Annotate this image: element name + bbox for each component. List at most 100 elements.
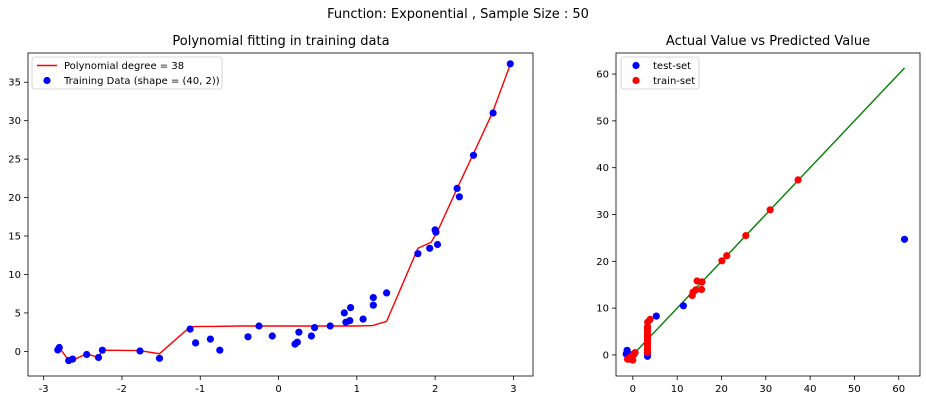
data-point xyxy=(295,328,303,336)
data-point xyxy=(900,235,909,243)
legend-label: train-set xyxy=(653,76,695,87)
series-line xyxy=(57,64,511,362)
data-point xyxy=(453,184,461,192)
y-tick-label: 20 xyxy=(8,193,21,204)
data-point xyxy=(307,332,315,340)
data-point xyxy=(369,301,377,309)
y-tick-label: 15 xyxy=(8,232,21,243)
data-point xyxy=(794,176,802,184)
axes-frame xyxy=(615,52,921,377)
plot-area: 0 10 20 30 40 50 60 0 10 20 30 40 50 60 xyxy=(596,52,921,395)
data-point xyxy=(369,294,377,302)
data-point xyxy=(340,309,348,317)
data-point xyxy=(136,347,144,355)
y-tick-label: 30 xyxy=(8,116,21,127)
data-point xyxy=(255,322,263,330)
legend-box xyxy=(620,56,700,90)
data-point xyxy=(629,356,637,364)
data-point xyxy=(55,343,63,352)
data-point xyxy=(98,346,106,354)
data-point xyxy=(268,332,276,340)
data-point xyxy=(69,355,77,363)
x-tick-label: 0 xyxy=(275,384,281,395)
legend-swatch xyxy=(632,61,640,70)
data-point xyxy=(433,240,442,249)
data-point xyxy=(646,315,654,323)
x-tick-label: 0 xyxy=(630,384,636,395)
y-tick-label: 30 xyxy=(596,210,609,221)
data-point xyxy=(469,151,478,159)
data-point xyxy=(766,206,774,214)
legend: Polynomial degree = 38 Training Data (sha… xyxy=(31,56,223,90)
data-point xyxy=(742,232,750,240)
x-tick-label: 50 xyxy=(848,384,861,395)
x-tick-label: 30 xyxy=(759,384,772,395)
legend: test-set train-set xyxy=(620,56,700,90)
axes-frame xyxy=(27,52,534,377)
data-point xyxy=(359,315,367,323)
legend-label: Polynomial degree = 38 xyxy=(64,61,184,72)
data-point xyxy=(347,304,355,312)
data-point xyxy=(326,322,334,330)
data-point xyxy=(155,354,164,362)
y-tick-label: 60 xyxy=(596,70,609,81)
y-tick-label: 50 xyxy=(596,116,609,127)
figure-suptitle: Function: Exponential , Sample Size : 50 xyxy=(327,7,589,22)
x-tick-label: 40 xyxy=(804,384,817,395)
chart-title: Polynomial fitting in training data xyxy=(172,34,389,49)
actual-vs-predicted-chart: Actual Value vs Predicted Value 0 10 20 30 4… xyxy=(596,34,921,395)
x-tick-label: 1 xyxy=(354,384,360,395)
reference-line xyxy=(627,67,905,362)
x-tick-label: 60 xyxy=(892,384,905,395)
legend-label: test-set xyxy=(653,61,691,72)
data-point xyxy=(506,60,514,68)
data-point xyxy=(432,228,440,236)
y-tick-label: 25 xyxy=(8,155,21,166)
x-tick-label: -1 xyxy=(195,384,205,395)
data-point xyxy=(216,346,224,354)
data-point xyxy=(293,338,301,346)
x-tick-label: 2 xyxy=(432,384,438,395)
data-point xyxy=(311,324,319,332)
data-point xyxy=(244,333,252,341)
x-tick-label: 20 xyxy=(715,384,728,395)
data-point xyxy=(652,312,660,320)
legend-box xyxy=(31,56,223,90)
legend-swatch xyxy=(632,76,640,85)
y-tick-label: 40 xyxy=(596,163,609,174)
legend-label: Training Data (shape = (40, 2)) xyxy=(63,76,220,87)
data-point xyxy=(718,257,726,265)
x-tick-label: 3 xyxy=(510,384,516,395)
data-point xyxy=(723,252,731,260)
data-point xyxy=(697,285,706,293)
y-tick-label: 10 xyxy=(8,270,21,281)
legend-swatch xyxy=(43,76,51,85)
data-point xyxy=(489,109,497,117)
x-tick-label: -3 xyxy=(39,384,49,395)
data-point xyxy=(455,193,463,201)
chart-title: Actual Value vs Predicted Value xyxy=(666,34,870,49)
data-point xyxy=(186,325,194,333)
data-point xyxy=(631,349,639,357)
y-tick-label: 5 xyxy=(15,308,21,319)
y-tick-label: 10 xyxy=(596,304,609,315)
x-tick-label: -2 xyxy=(117,384,127,395)
data-point xyxy=(698,278,706,286)
data-point xyxy=(414,250,422,258)
data-point xyxy=(692,286,700,294)
polynomial-fit-chart: Polynomial fitting in training data -3 -2… xyxy=(8,34,534,395)
y-tick-label: 0 xyxy=(15,347,21,358)
y-tick-label: 20 xyxy=(596,257,609,268)
data-point xyxy=(383,289,391,297)
data-point xyxy=(94,353,103,362)
data-point xyxy=(83,350,91,359)
x-tick-label: 10 xyxy=(671,384,684,395)
data-point xyxy=(426,244,434,252)
data-point xyxy=(679,302,688,310)
data-point xyxy=(192,339,200,347)
data-point xyxy=(206,335,214,343)
y-tick-label: 35 xyxy=(8,78,21,89)
y-tick-label: 0 xyxy=(603,350,609,361)
